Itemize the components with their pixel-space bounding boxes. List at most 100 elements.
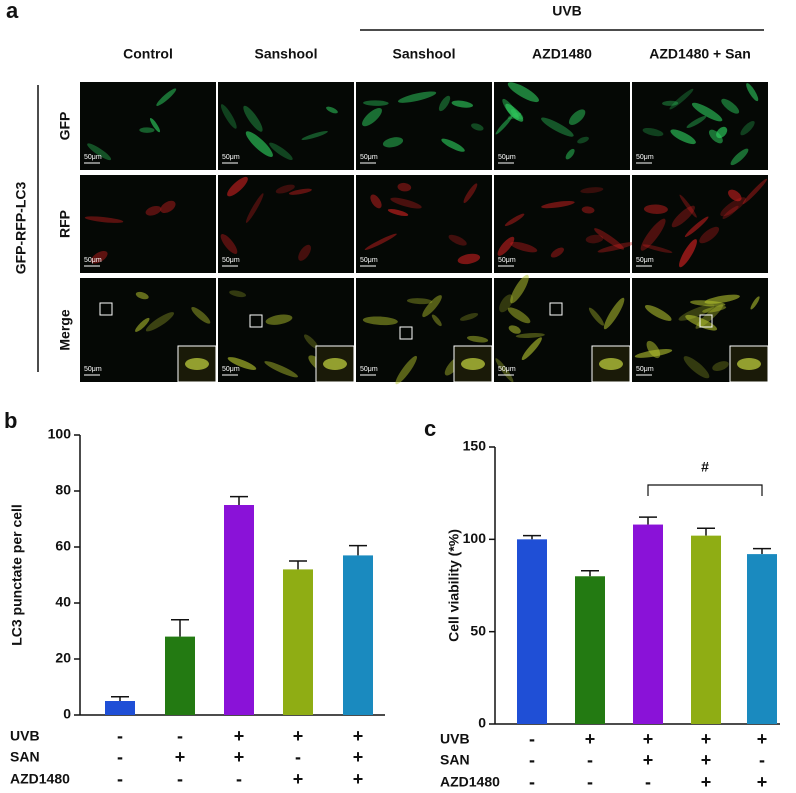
cell: [448, 234, 467, 246]
condition-sign: +: [701, 729, 712, 749]
cell: [505, 103, 524, 122]
column-label: AZD1480 + San: [649, 46, 751, 62]
condition-sign: -: [759, 750, 765, 770]
cell: [139, 127, 155, 133]
cell: [634, 349, 673, 358]
condition-sign: +: [353, 726, 364, 746]
cell: [679, 194, 697, 218]
condition-sign: -: [529, 750, 535, 770]
micrograph: [80, 175, 216, 273]
cell: [160, 200, 176, 214]
cell: [397, 91, 437, 103]
cell: [471, 123, 484, 131]
panel-label: c: [424, 416, 436, 441]
cell: [702, 306, 727, 313]
cell: [229, 290, 247, 298]
row-label: RFP: [57, 210, 73, 238]
panel-label: b: [4, 408, 17, 433]
cell: [642, 244, 673, 253]
cell: [288, 188, 312, 195]
condition-sign: +: [353, 747, 364, 767]
column-label: Control: [123, 46, 173, 62]
cell: [585, 234, 604, 244]
cell: [245, 131, 273, 157]
cell: [683, 356, 710, 379]
cell: [363, 100, 389, 106]
cell: [507, 82, 539, 103]
cell: [742, 178, 768, 205]
bar: [747, 554, 777, 724]
cell: [135, 291, 149, 300]
roi-box: [549, 302, 563, 316]
column-label: Sanshool: [254, 46, 317, 62]
cell: [298, 244, 311, 261]
condition-sign: -: [295, 747, 301, 767]
condition-sign: -: [236, 769, 242, 789]
condition-name: SAN: [10, 749, 40, 765]
cell: [406, 298, 433, 305]
cell: [507, 307, 531, 324]
cell: [191, 306, 211, 324]
cell: [695, 304, 724, 329]
scale-label: 50μm: [84, 366, 102, 373]
y-tick-label: 150: [463, 438, 487, 454]
cell: [746, 83, 759, 102]
panel-label: a: [6, 0, 19, 23]
cell: [387, 208, 409, 217]
cell: [382, 137, 404, 148]
condition-sign: +: [643, 750, 654, 770]
condition-sign: -: [529, 772, 535, 792]
cell: [227, 176, 248, 197]
cell: [90, 250, 108, 264]
inset-cell: [599, 358, 623, 370]
cell: [265, 314, 293, 325]
cell: [326, 106, 338, 114]
cell: [712, 361, 729, 371]
condition-sign: -: [529, 729, 535, 749]
y-tick-label: 80: [55, 482, 71, 498]
y-tick-label: 20: [55, 650, 71, 666]
bar: [343, 555, 373, 715]
cell: [722, 205, 739, 219]
condition-sign: -: [117, 726, 123, 746]
cell: [457, 253, 481, 265]
cell: [510, 274, 529, 304]
cell: [721, 98, 740, 114]
cell: [678, 304, 715, 321]
cell: [243, 105, 263, 132]
y-tick-label: 0: [478, 715, 486, 731]
condition-sign: +: [643, 729, 654, 749]
cell: [87, 143, 112, 161]
cell: [220, 233, 238, 254]
y-tick-label: 0: [63, 706, 71, 722]
cell: [603, 297, 625, 330]
scale-label: 50μm: [636, 257, 654, 264]
cell: [597, 242, 635, 253]
cell: [699, 226, 720, 244]
cell: [497, 236, 515, 256]
column-label: Sanshool: [392, 46, 455, 62]
scale-label: 50μm: [222, 257, 240, 264]
roi-box: [399, 326, 413, 340]
cell: [565, 148, 575, 160]
scale-label: 50μm: [636, 154, 654, 161]
roi-box: [99, 302, 113, 316]
scale-label: 50μm: [360, 257, 378, 264]
cell: [686, 115, 707, 128]
cell: [245, 193, 264, 223]
condition-name: UVB: [10, 728, 40, 744]
y-tick-label: 60: [55, 538, 71, 554]
cell: [441, 138, 465, 152]
y-tick-label: 50: [470, 622, 486, 638]
scale-label: 50μm: [498, 154, 516, 161]
condition-name: AZD1480: [440, 774, 500, 790]
condition-sign: +: [585, 729, 596, 749]
scale-label: 50μm: [84, 154, 102, 161]
condition-sign: +: [234, 726, 245, 746]
roi-box: [249, 314, 263, 328]
cell: [643, 204, 668, 214]
cell: [135, 317, 150, 332]
y-axis-label: LC3 punctate per cell: [9, 504, 25, 646]
cell: [370, 194, 382, 209]
side-label: GFP-RFP-LC3: [13, 182, 29, 275]
